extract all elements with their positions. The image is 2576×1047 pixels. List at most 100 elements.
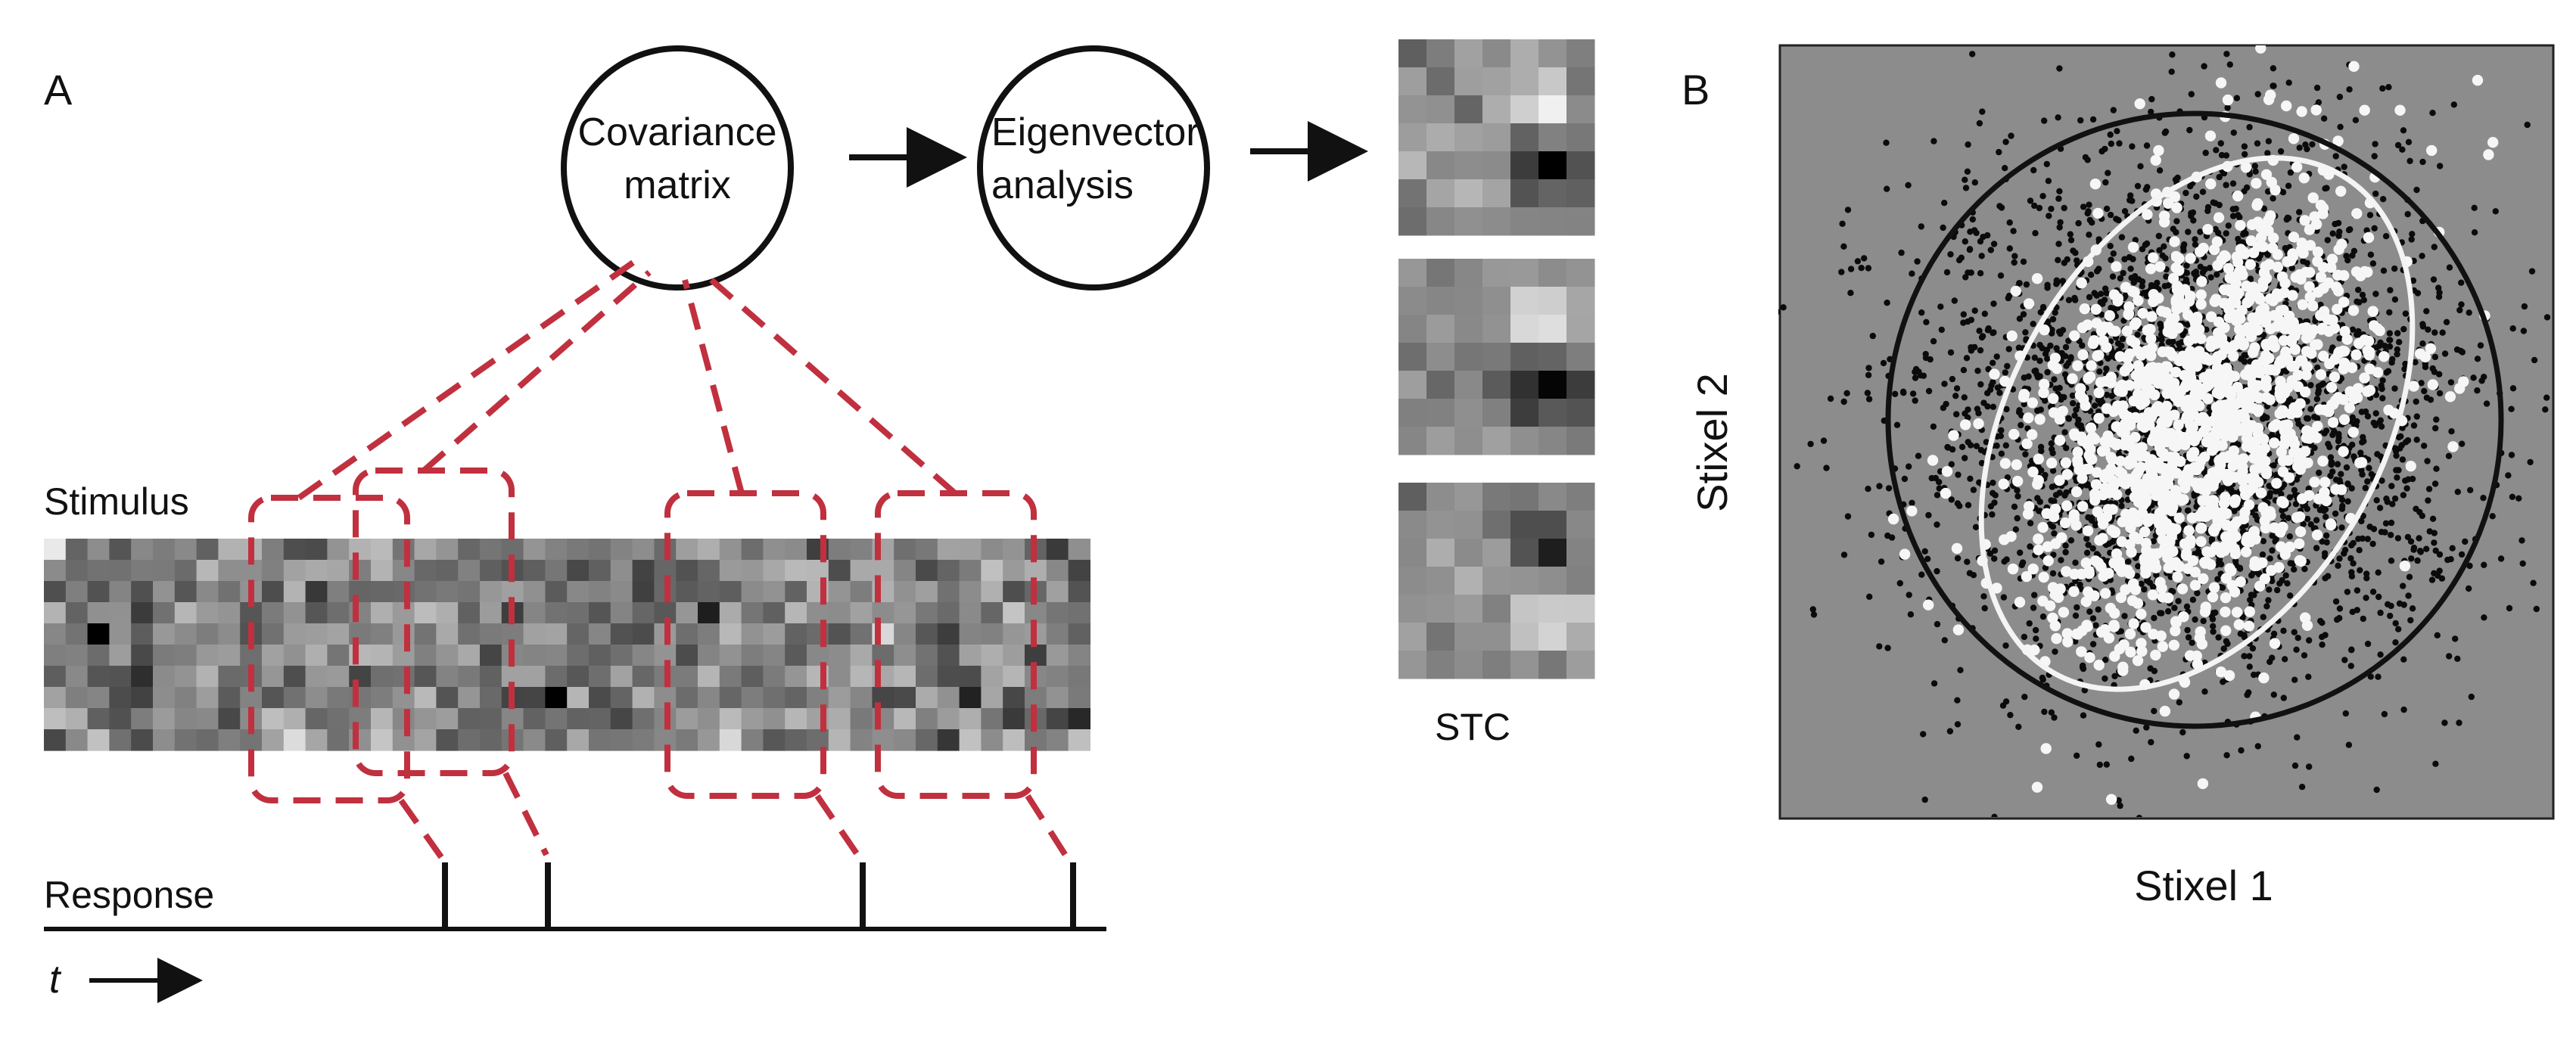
spike-point [2210, 541, 2222, 553]
raw-point [2414, 557, 2421, 564]
raw-point [2363, 595, 2369, 601]
raw-point [2061, 492, 2068, 499]
raw-point [2115, 216, 2122, 224]
spike-point [2077, 349, 2089, 361]
raw-point [2392, 620, 2399, 627]
stc-pixel [1566, 151, 1595, 180]
raw-point [2344, 480, 2351, 487]
raw-point [2386, 337, 2393, 343]
spike-point [2105, 794, 2117, 805]
spike-point [2058, 607, 2070, 618]
spike-point [2311, 529, 2323, 541]
spike-point [2070, 520, 2082, 531]
spike-point [2367, 306, 2378, 317]
raw-point [2432, 760, 2439, 767]
window-2 [353, 468, 515, 776]
stimulus-pixel [327, 602, 350, 624]
raw-point [1994, 384, 2002, 391]
spike-point [1999, 458, 2011, 469]
raw-point [2319, 538, 2326, 545]
stc-pixel [1482, 259, 1511, 287]
raw-point [1964, 168, 1971, 175]
spike-point [2091, 467, 2103, 478]
raw-point [2006, 245, 2013, 252]
stc-pixel [1510, 259, 1539, 287]
spike-point [2198, 412, 2210, 424]
raw-point [2429, 515, 2437, 522]
stimulus-pixel [828, 539, 851, 561]
stimulus-pixel [414, 729, 437, 751]
raw-point [2334, 616, 2341, 623]
raw-point [2370, 419, 2377, 427]
raw-point [2126, 197, 2133, 203]
raw-point [2367, 251, 2375, 258]
stimulus-pixel [763, 539, 786, 561]
panel-b: B Stixel 1 Stixel 2 [1682, 25, 2568, 909]
spike-point [2161, 489, 2172, 500]
raw-point [2217, 140, 2224, 147]
stimulus-pixel [545, 581, 568, 603]
raw-point [2393, 452, 2400, 459]
raw-point [1968, 269, 1974, 276]
raw-point [1977, 381, 1984, 388]
spike-point [2228, 350, 2239, 362]
stc-pixel [1454, 151, 1483, 180]
raw-point [2143, 25, 2149, 31]
spike-point [2046, 457, 2058, 469]
raw-point [2214, 271, 2220, 278]
stimulus-pixel [218, 687, 241, 709]
stimulus-pixel [436, 708, 459, 730]
raw-point [2155, 232, 2162, 240]
spike-point [2338, 270, 2350, 281]
raw-point [2241, 143, 2248, 150]
stimulus-pixel [262, 666, 285, 688]
spike-point [2070, 486, 2083, 498]
raw-point [2193, 503, 2200, 510]
raw-point [2300, 258, 2307, 265]
spike-point [2173, 561, 2186, 573]
raw-point [2246, 663, 2253, 670]
stc-pixel [1510, 651, 1539, 679]
stimulus-pixel [894, 602, 916, 624]
raw-point [2456, 306, 2463, 314]
raw-point [2391, 385, 2398, 392]
stimulus-pixel [305, 729, 328, 751]
stimulus-pixel [676, 687, 698, 709]
stc-pixel [1398, 207, 1427, 236]
raw-point [2432, 547, 2439, 555]
stc-pixel [1398, 567, 1427, 595]
spike-point [2242, 322, 2254, 334]
raw-point [2446, 264, 2453, 271]
raw-point [2423, 394, 2431, 401]
raw-point [1965, 318, 1971, 325]
raw-point [2199, 188, 2207, 195]
raw-point [1921, 548, 1928, 555]
spike-point [2242, 402, 2253, 414]
raw-point [2030, 321, 2036, 328]
stimulus-pixel [458, 602, 481, 624]
raw-point [2383, 496, 2390, 502]
spike-point [2162, 197, 2174, 209]
stimulus-pixel [109, 645, 132, 666]
raw-point [2304, 415, 2312, 422]
raw-point [2562, 486, 2568, 492]
spike-point [2304, 266, 2316, 278]
stimulus-pixel [959, 729, 982, 751]
raw-point [2014, 514, 2021, 522]
raw-point [2055, 195, 2062, 202]
spike-point [2115, 592, 2127, 604]
raw-point [2086, 231, 2092, 238]
raw-point [1906, 592, 1912, 598]
stimulus-pixel [632, 645, 655, 666]
raw-point [2293, 646, 2300, 653]
raw-point [1738, 557, 1744, 563]
stimulus-pixel [785, 602, 807, 624]
raw-point [2242, 151, 2248, 158]
raw-point [2354, 331, 2360, 338]
stc-pixel [1538, 343, 1567, 371]
raw-point [2431, 244, 2438, 250]
raw-point [2021, 374, 2027, 381]
stimulus-pixel [719, 666, 742, 688]
spike-point [2266, 564, 2277, 576]
spike-point [2169, 452, 2180, 463]
